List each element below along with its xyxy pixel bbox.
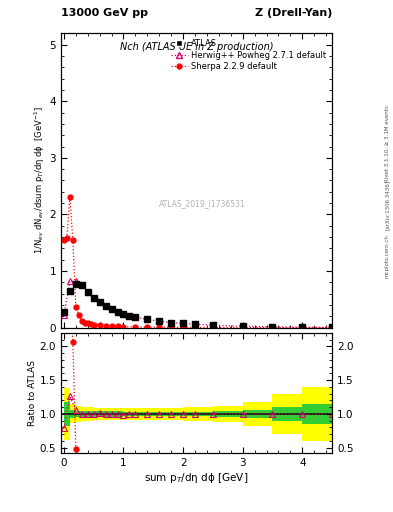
Y-axis label: 1/N$_{ev}$ dN$_{ev}$/dsum p$_{T}$/dη dϕ  [GeV$^{-1}$]: 1/N$_{ev}$ dN$_{ev}$/dsum p$_{T}$/dη dϕ … [32,106,47,254]
Text: mcplots.cern.ch: mcplots.cern.ch [385,234,389,278]
Text: 13000 GeV pp: 13000 GeV pp [61,8,148,18]
Y-axis label: Ratio to ATLAS: Ratio to ATLAS [28,360,37,426]
Text: Rivet 3.1.10, ≥ 3.1M events: Rivet 3.1.10, ≥ 3.1M events [385,105,389,182]
Text: Z (Drell-Yan): Z (Drell-Yan) [255,8,332,18]
Text: ATLAS_2019_I1736531: ATLAS_2019_I1736531 [158,200,245,208]
Text: Nch (ATLAS UE in Z production): Nch (ATLAS UE in Z production) [120,42,273,52]
Legend: ATLAS, Herwig++ Powheg 2.7.1 default, Sherpa 2.2.9 default: ATLAS, Herwig++ Powheg 2.7.1 default, Sh… [169,37,328,73]
Text: [arXiv:1306.3436]: [arXiv:1306.3436] [385,180,389,230]
X-axis label: sum p$_{T}$/dη dϕ [GeV]: sum p$_{T}$/dη dϕ [GeV] [144,471,249,485]
